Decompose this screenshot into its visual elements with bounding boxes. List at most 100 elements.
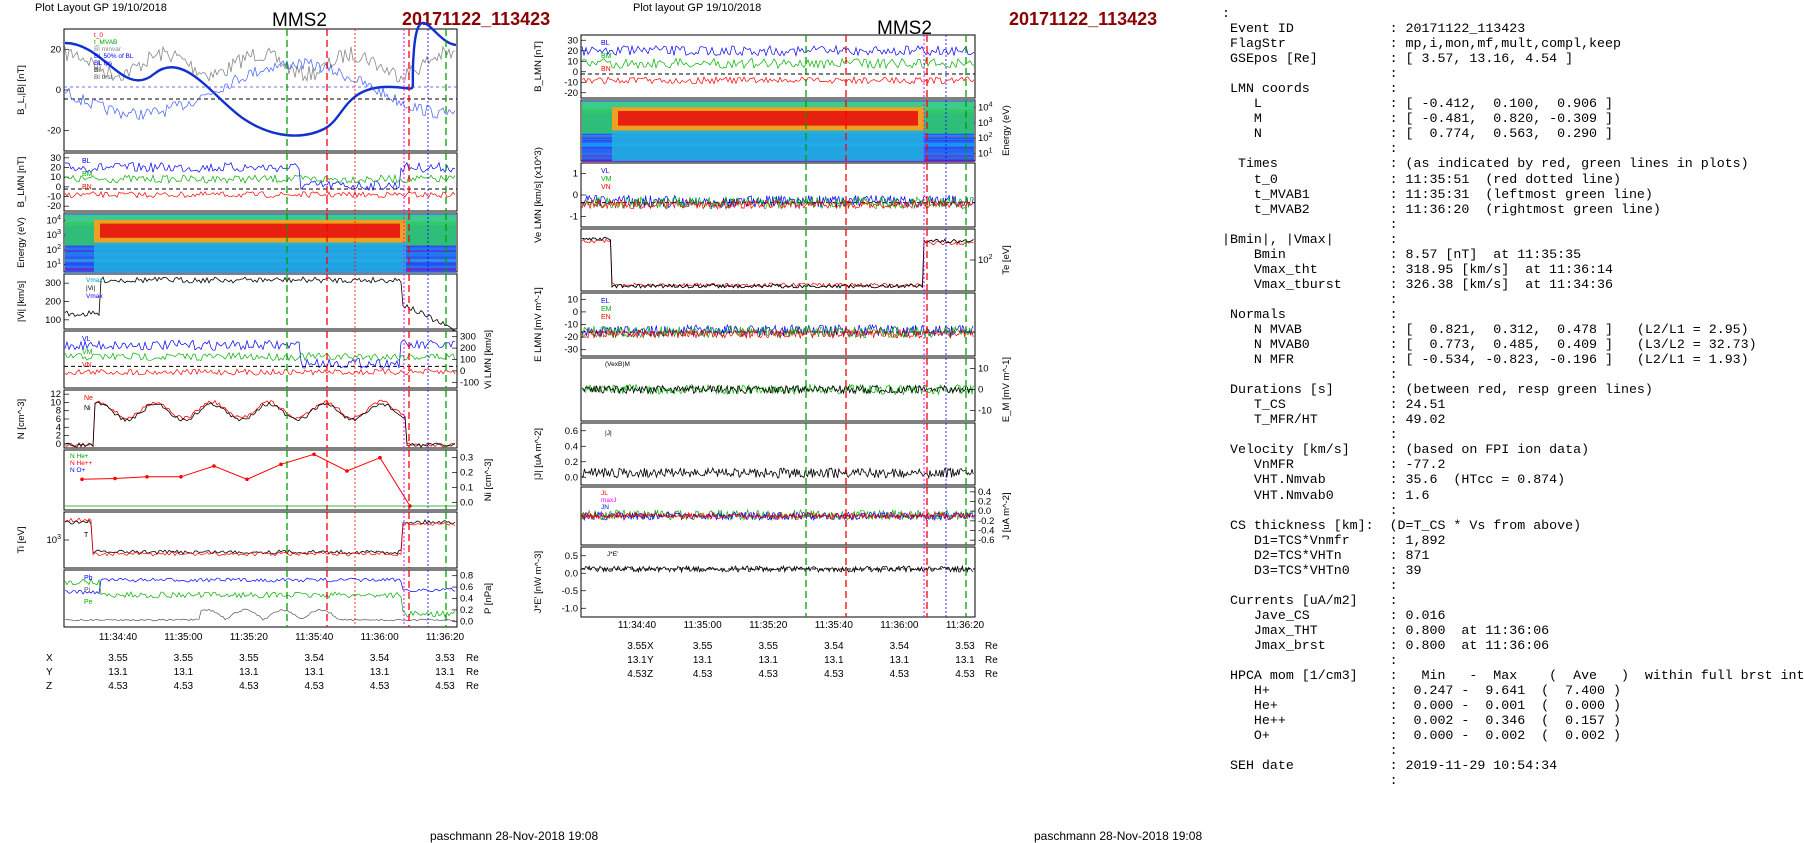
series-line <box>581 238 974 288</box>
plot-panel: 0.5 0.0 -0.5 -1.0 J*E' [nW m^-3] J*E' <box>533 546 976 618</box>
y-axis-label: Energy (eV) <box>16 217 27 268</box>
legend-entry: Pb <box>84 575 93 582</box>
legend-entry: BL fps <box>94 60 113 67</box>
position-value: 13.1 <box>627 655 647 666</box>
x-tick-label: 11:35:00 <box>684 620 723 631</box>
y-tick-label: -10 <box>47 192 61 203</box>
info-line: Vmax_tht : 318.95 [km/s] at 11:36:14 <box>1222 261 1613 277</box>
series-line <box>581 196 974 210</box>
legend-entry: t_MVAB <box>94 39 117 46</box>
plot-panel: 104 103 102 101 Energy (eV) <box>580 99 1012 163</box>
y-tick-label: 200 <box>460 343 476 354</box>
y-tick-label: 0 <box>56 182 61 193</box>
y-tick-label: 12 <box>50 389 61 400</box>
series-label: T <box>84 532 89 539</box>
position-value: 3.53 <box>435 653 455 664</box>
position-value: 3.55 <box>758 641 778 652</box>
info-line: LMN coords : <box>1222 81 1398 97</box>
series-line <box>581 75 975 85</box>
heatmap-noise <box>65 271 456 273</box>
position-value: 13.1 <box>108 667 128 678</box>
y-axis-label: Te [eV] <box>1001 245 1012 275</box>
heatmap-core <box>100 223 400 238</box>
y-tick-label: 101 <box>978 147 993 159</box>
plot-panel: 102 Te [eV] <box>580 228 1012 292</box>
y-tick-label: 20 <box>50 44 61 55</box>
y-axis-label: Ti [eV] <box>16 526 27 553</box>
y-tick-label: -10 <box>564 320 578 331</box>
legend-entry: J*E' <box>607 551 618 558</box>
y-tick-label: 0.3 <box>460 453 473 464</box>
position-value: 13.1 <box>239 667 259 678</box>
y-tick-label: 0.2 <box>978 497 991 508</box>
plot-panel: 10 0 -10 E_M [mV m^-1] (VexB)M <box>580 357 1012 422</box>
y-tick-label: 10 <box>50 397 61 408</box>
series-line <box>581 564 974 574</box>
info-line: FlagStr : mp,i,mon,mf,mult,compl,keep <box>1222 36 1621 52</box>
legend-entry: maxJ <box>601 497 617 504</box>
x-tick-label: 11:36:20 <box>426 632 465 643</box>
legend-entry: Vmax <box>86 293 103 300</box>
legend-entry: (VexB)M <box>605 361 630 368</box>
series-line <box>64 517 456 557</box>
info-line: SEH date : 2019-11-29 10:54:34 <box>1222 758 1558 774</box>
series-line <box>581 199 974 210</box>
x-tick-label: 11:34:40 <box>99 632 138 643</box>
y-axis-label: B_LMN [nT] <box>16 157 27 208</box>
info-line: GSEpos [Re] : [ 3.57, 13.16, 4.54 ] <box>1222 51 1574 67</box>
series-label: Ni <box>84 405 91 412</box>
legend-entry: JN <box>601 504 609 511</box>
y-axis-label: J*E' [nW m^-3] <box>533 551 544 613</box>
y-tick-label: 8 <box>56 406 61 417</box>
legend-entry: BL 50% of BL <box>94 53 134 60</box>
y-tick-label: 102 <box>978 254 993 266</box>
y-tick-label: 10 <box>567 56 578 67</box>
info-line: He+ : 0.000 - 0.001 ( 0.000 ) <box>1222 698 1621 714</box>
y-tick-label: 0.5 <box>565 551 578 562</box>
position-value: 4.53 <box>239 681 259 692</box>
info-line: D2=TCS*VHTn : 871 <box>1222 547 1430 563</box>
y-tick-label: 20 <box>50 163 61 174</box>
position-value: 3.55 <box>239 653 259 664</box>
x-tick-label: 11:35:40 <box>815 620 854 631</box>
y-tick-label: 10 <box>567 294 578 305</box>
y-tick-label: 0.0 <box>565 472 578 483</box>
position-value: 13.1 <box>890 655 910 666</box>
right-spacecraft-label: MMS2 <box>877 18 932 39</box>
y-tick-label: -10 <box>564 77 578 88</box>
panel-frame <box>63 273 458 330</box>
position-value: 3.53 <box>955 641 975 652</box>
info-line: T_MFR/HT : 49.02 <box>1222 412 1446 428</box>
y-tick-label: -10 <box>978 406 992 417</box>
series-label: BL <box>82 158 91 165</box>
info-line: Normals : <box>1222 306 1398 322</box>
info-line: VHT.Nmvab0 : 1.6 <box>1222 487 1430 503</box>
y-tick-label: 0 <box>56 439 61 450</box>
position-row-label: X <box>46 653 53 664</box>
info-line: Times : (as indicated by red, green line… <box>1222 156 1749 172</box>
panel-frame <box>580 162 976 228</box>
y-tick-label: 0.4 <box>460 594 473 605</box>
heatmap-noise <box>582 160 974 163</box>
y-tick-label: 0.8 <box>460 571 473 582</box>
info-line: Velocity [km/s] : (based on FPI ion data… <box>1222 442 1590 458</box>
legend-entry: t_0 <box>94 32 103 39</box>
position-unit: Re <box>985 669 998 680</box>
info-line: T_CS : 24.51 <box>1222 397 1446 413</box>
info-line: N MFR : [ -0.534, -0.823, -0.196 ] (L2/L… <box>1222 352 1749 368</box>
plot-panel: 0.6 0.4 0.2 0.0 |J| [uA m^-2] |J| <box>533 422 976 486</box>
series-label: BL <box>601 40 610 47</box>
info-line: : <box>1222 141 1398 157</box>
series-line <box>64 339 456 370</box>
position-value: 13.1 <box>304 667 324 678</box>
info-line: He++ : 0.002 - 0.346 ( 0.157 ) <box>1222 713 1621 729</box>
left-plot-layout-label: Plot Layout GP 19/10/2018 <box>35 2 167 14</box>
panel-frame <box>580 546 976 618</box>
bl-smoothed-line <box>64 21 457 137</box>
right-event-label: 20171122_113423 <box>1009 9 1158 29</box>
panel-frame <box>580 422 976 486</box>
y-tick-label: 103 <box>47 534 62 546</box>
